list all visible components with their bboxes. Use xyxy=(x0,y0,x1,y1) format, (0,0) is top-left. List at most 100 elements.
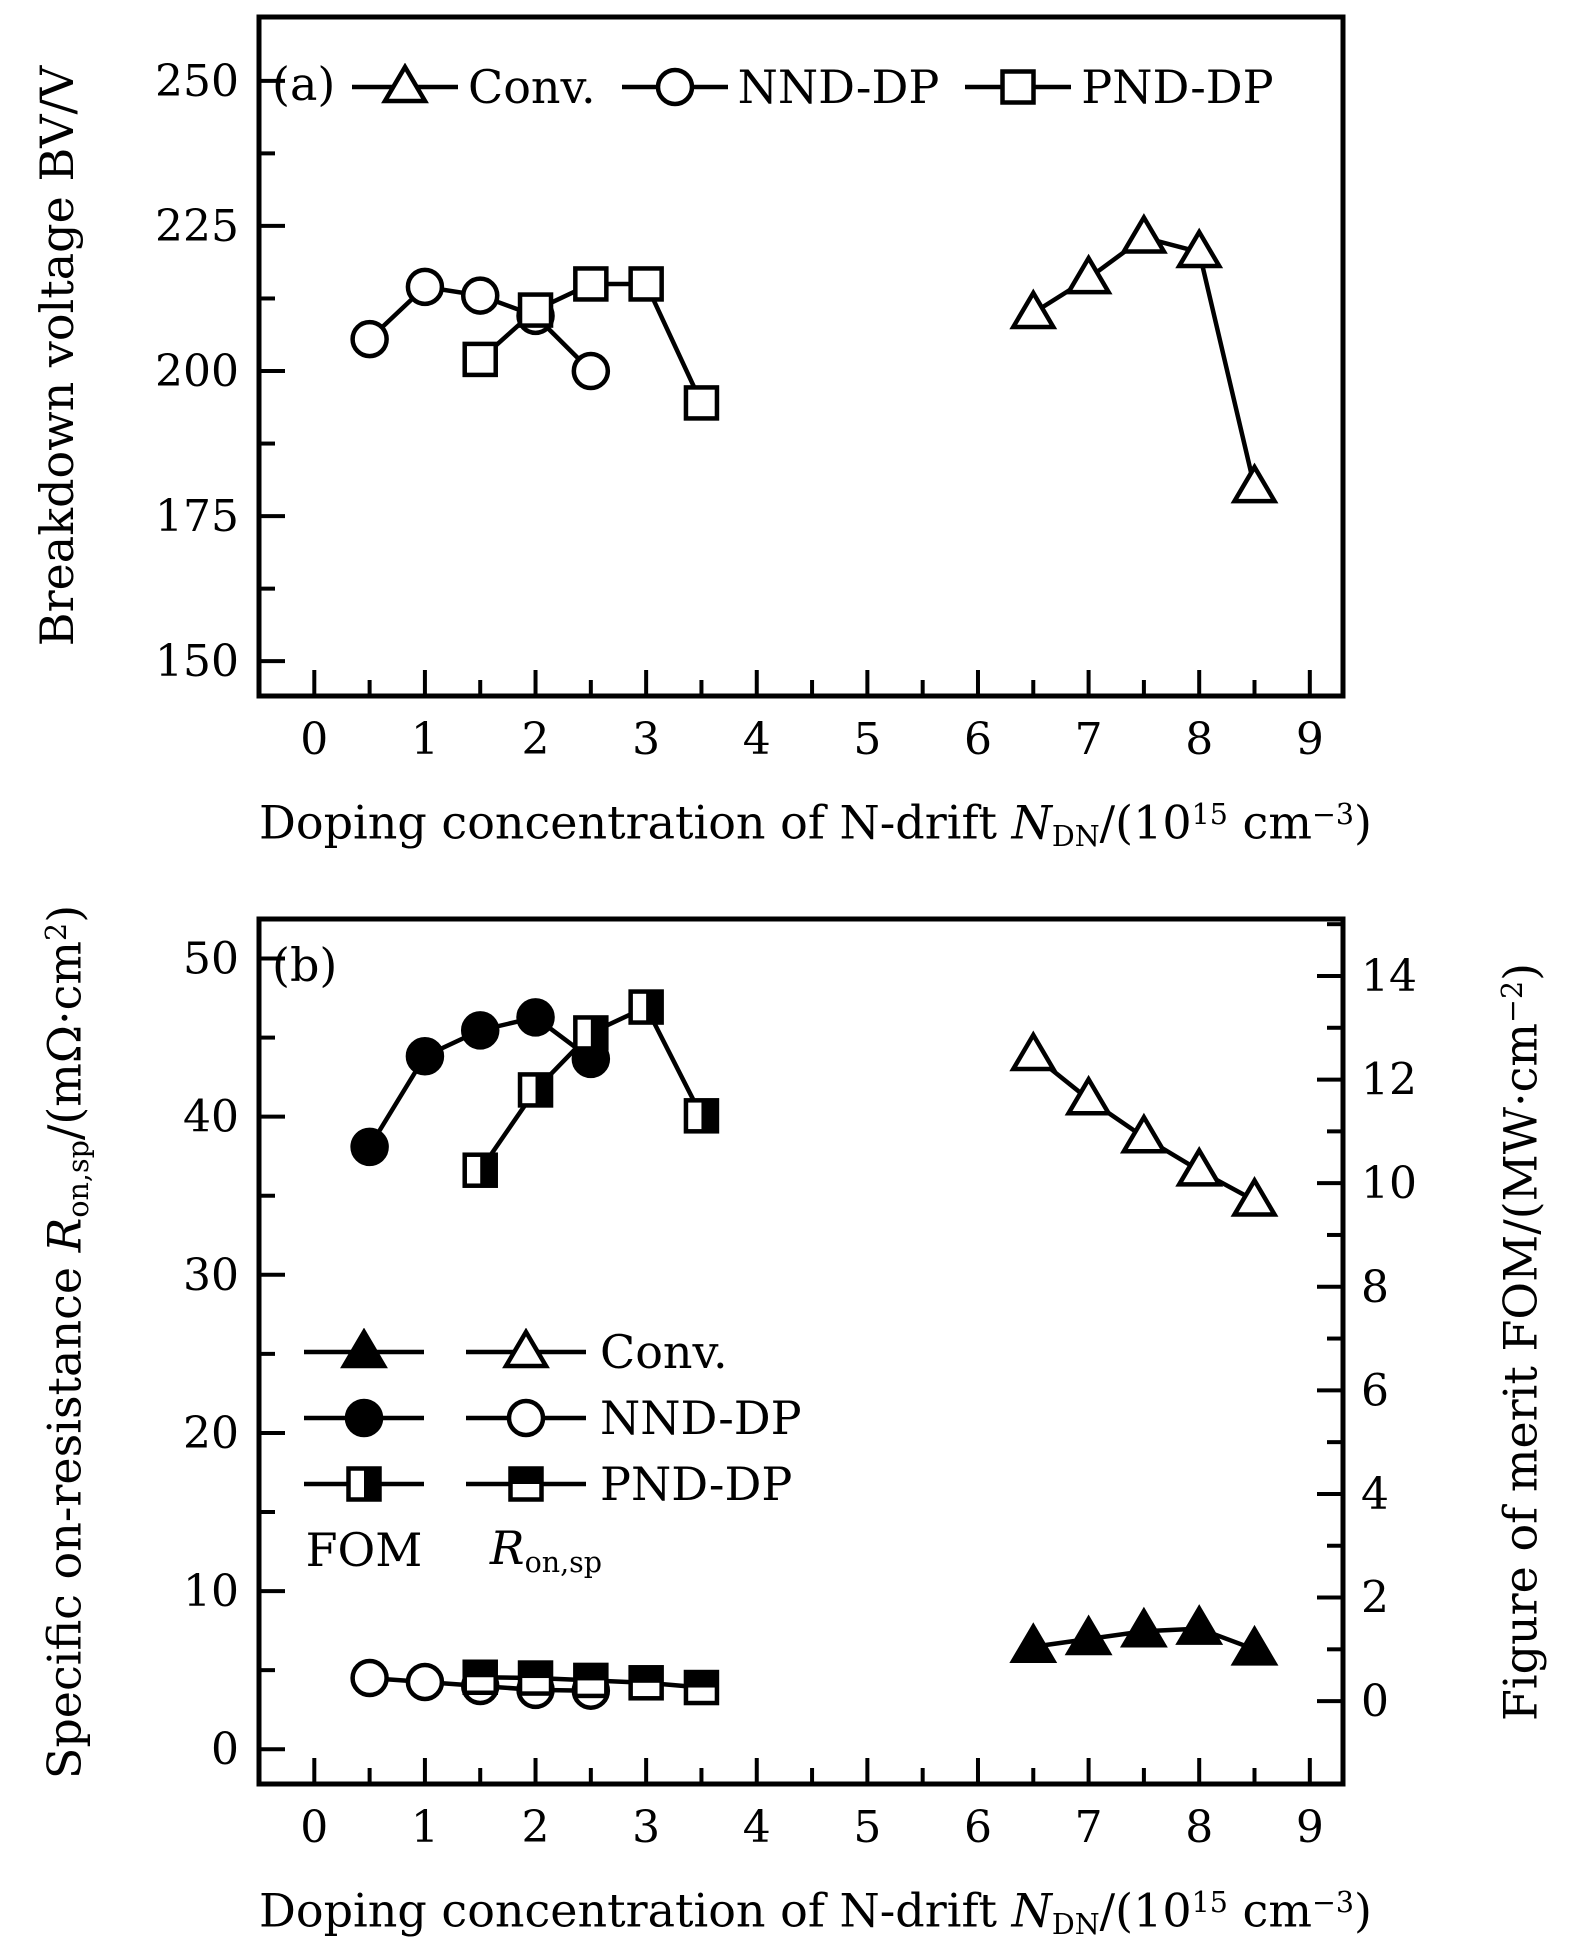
figure-shape xyxy=(1000,69,1037,105)
series-pnd-dp-ron-sp xyxy=(462,1659,720,1706)
legend-marker xyxy=(346,1466,382,1502)
tick-label: 2 xyxy=(522,714,550,765)
label-fragment: −2 xyxy=(1496,980,1529,1023)
figure-shape xyxy=(506,1398,546,1438)
data-point-marker xyxy=(1119,213,1168,254)
legend-marker xyxy=(502,1328,550,1369)
label-fragment: 2 xyxy=(40,922,73,941)
figure-shape xyxy=(516,998,555,1037)
data-point-marker xyxy=(683,1098,720,1134)
legend-row-nnd-dp: NND-DP xyxy=(304,1385,802,1451)
label-fragment: Specific on-resistance xyxy=(37,1252,92,1780)
tick-label: 8 xyxy=(1185,714,1213,765)
label-fragment: Breakdown voltage BV/V xyxy=(30,65,84,647)
figure-shape xyxy=(1175,227,1224,269)
tick-label: 2 xyxy=(1361,1573,1389,1624)
label-fragment: /(mΩ·cm xyxy=(37,940,92,1141)
tick-label: 3 xyxy=(632,1802,660,1853)
data-point-marker xyxy=(573,266,609,302)
legend-row-label: PND-DP xyxy=(600,1457,793,1511)
legend-filled-triangle-icon xyxy=(304,1328,424,1369)
data-point-marker xyxy=(517,1072,554,1108)
figure-shape xyxy=(381,63,429,104)
figure-shape xyxy=(1064,253,1113,295)
legend-open-square-icon xyxy=(965,69,1072,105)
data-point-marker xyxy=(683,1669,720,1706)
figure-shape xyxy=(460,1011,500,1050)
figure-shape xyxy=(1119,213,1168,254)
panel-b-ylabel-right: Figure of merit FOM/(MW·cm−2) xyxy=(1483,692,1547,1946)
data-point-marker xyxy=(1009,1030,1058,1072)
data-point-marker xyxy=(628,989,664,1025)
tick-label: 175 xyxy=(155,491,239,542)
tick-label: 2 xyxy=(522,1802,550,1853)
data-point-marker xyxy=(1009,1622,1058,1663)
data-point-marker xyxy=(1119,1112,1168,1154)
panel-b-ylabel-left: Specific on-resistance Ron,sp/(mΩ·cm2) xyxy=(27,692,95,1946)
figure-shape xyxy=(1119,1606,1168,1648)
figure-shape xyxy=(655,67,694,107)
figure-shape xyxy=(462,1152,498,1188)
label-fragment: 15 xyxy=(1191,1886,1228,1919)
legend-row-conv-: Conv. xyxy=(304,1319,802,1385)
label-fragment: ) xyxy=(1354,1883,1372,1938)
figure-shape xyxy=(683,1098,720,1134)
panel-a-legend: Conv. NND-DP PND-DP xyxy=(352,60,1274,114)
legend-marker xyxy=(381,63,429,104)
figure-shape xyxy=(628,1665,664,1701)
figure-shape xyxy=(575,1664,607,1681)
data-point-marker xyxy=(683,385,720,421)
series-line xyxy=(1031,235,1257,490)
data-point-marker xyxy=(1119,1606,1168,1648)
label-fragment: −3 xyxy=(1311,1886,1354,1919)
label-fragment: cm xyxy=(1227,1883,1312,1938)
figure-shape xyxy=(685,1672,717,1688)
panel-b-legend: Conv. NND-DP PND-DP FOM Ron,sp xyxy=(304,1319,802,1583)
tick-label: 0 xyxy=(1361,1676,1389,1727)
label-fragment: ) xyxy=(37,904,92,923)
figure-shape xyxy=(683,385,720,421)
figure-shape xyxy=(517,1072,554,1108)
tick-label: 6 xyxy=(1361,1365,1389,1416)
label-fragment: N xyxy=(1011,1883,1052,1938)
tick-label: 9 xyxy=(1296,714,1324,765)
legend-square-top-filled-icon xyxy=(466,1466,586,1502)
legend-square-right-filled-icon xyxy=(304,1466,424,1502)
plot-frame xyxy=(256,916,1346,1787)
data-point-marker xyxy=(628,266,664,302)
label-fragment: −3 xyxy=(1311,798,1354,831)
figure-shape xyxy=(462,1659,498,1696)
figure-shape xyxy=(1009,1622,1058,1663)
figure-shape xyxy=(460,276,500,315)
tick-label: 3 xyxy=(632,714,660,765)
label-fragment: N xyxy=(1011,795,1052,850)
figure-shape xyxy=(517,1660,554,1696)
series-conv--ron-sp xyxy=(1009,1030,1279,1217)
legend-marker xyxy=(1000,69,1037,105)
tick-label: 40 xyxy=(183,1092,239,1143)
figure-shape xyxy=(630,1667,662,1683)
figure-shape xyxy=(535,1074,552,1106)
figure-shape xyxy=(350,319,389,359)
figure-shape xyxy=(646,991,662,1023)
data-point-marker xyxy=(1064,253,1113,295)
tick-label: 1 xyxy=(411,1802,439,1853)
label-fragment: DN xyxy=(1051,1908,1100,1942)
tick-label: 10 xyxy=(183,1566,239,1617)
data-point-marker xyxy=(1230,1624,1279,1666)
series-nnd-dp-fom xyxy=(350,998,611,1167)
tick-label: 200 xyxy=(155,346,239,397)
figure-shape xyxy=(464,1661,496,1678)
figure-shape xyxy=(573,266,609,302)
data-point-marker xyxy=(460,1011,500,1050)
label-fragment: cm xyxy=(1227,795,1312,850)
figure-shape xyxy=(1230,1624,1279,1666)
legend-column-headers: FOM Ron,sp xyxy=(304,1517,802,1583)
figure-shape xyxy=(502,1328,550,1369)
legend-marker xyxy=(506,1398,546,1438)
figure-shape xyxy=(628,266,664,302)
tick-label: 4 xyxy=(743,1802,771,1853)
panel-a-xlabel: Doping concentration of N-drift NDN/(101… xyxy=(259,788,1372,864)
data-point-marker xyxy=(405,1037,445,1076)
